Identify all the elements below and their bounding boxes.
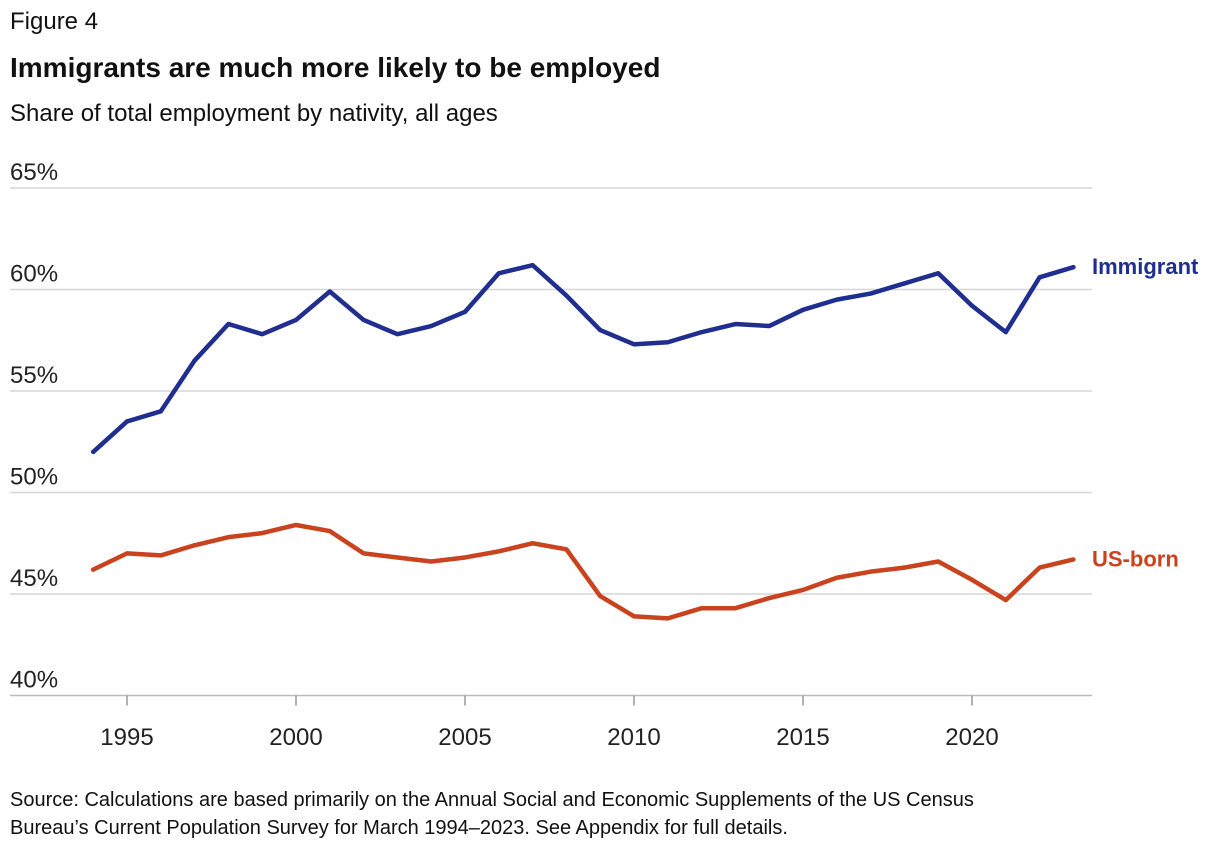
x-tick-label: 2000 <box>269 724 322 751</box>
data-point <box>1037 565 1042 570</box>
data-point <box>1071 265 1076 270</box>
data-point <box>226 322 231 327</box>
figure-label: Figure 4 <box>10 8 99 35</box>
data-point <box>665 340 670 345</box>
data-point <box>970 577 974 582</box>
data-point <box>327 289 332 294</box>
data-point <box>429 324 434 329</box>
y-tick-label: 55% <box>10 362 58 389</box>
series-label-immigrant: Immigrant <box>1092 254 1199 279</box>
line-chart: 40% 45% 50% 55% 60% 65% 1995 2000 2005 2010 2015 20… <box>10 159 1199 751</box>
x-tick-label: 2010 <box>607 724 660 751</box>
data-point <box>936 559 941 564</box>
data-point <box>91 567 96 572</box>
data-point <box>801 307 805 312</box>
data-point <box>1003 598 1008 603</box>
data-point <box>463 309 467 314</box>
data-point <box>598 594 603 599</box>
data-point <box>260 332 265 337</box>
data-point <box>429 559 434 564</box>
x-tick-label: 2020 <box>945 724 998 751</box>
data-point <box>361 317 366 322</box>
data-point <box>158 553 163 558</box>
y-tick-label: 45% <box>10 565 58 592</box>
data-point <box>125 551 129 556</box>
data-point <box>530 263 535 268</box>
data-point <box>226 535 231 540</box>
data-point <box>1003 330 1008 335</box>
x-tick-label: 2015 <box>776 724 829 751</box>
data-point <box>665 616 670 621</box>
y-tick-label: 60% <box>10 261 58 288</box>
data-point <box>564 293 569 298</box>
y-tick-label: 40% <box>10 667 58 694</box>
x-tick-label: 1995 <box>100 724 153 751</box>
data-point <box>868 291 873 296</box>
data-point <box>91 449 96 454</box>
series-line-us-born <box>90 522 1076 621</box>
data-point <box>936 271 941 276</box>
data-point <box>530 541 535 546</box>
data-point <box>294 317 298 322</box>
data-point <box>294 522 298 527</box>
data-point <box>158 409 163 414</box>
chart-subtitle: Share of total employment by nativity, a… <box>10 100 498 127</box>
data-point <box>496 271 501 276</box>
data-point <box>902 565 907 570</box>
data-point <box>1071 557 1076 562</box>
data-point <box>834 575 839 580</box>
data-point <box>767 596 772 601</box>
chart-title: Immigrants are much more likely to be em… <box>10 52 661 83</box>
x-tick-label: 2005 <box>438 724 491 751</box>
data-point <box>970 303 974 308</box>
y-tick-label: 50% <box>10 464 58 491</box>
data-point <box>632 614 636 619</box>
source-line-1: Source: Calculations are based primarily… <box>10 789 974 811</box>
source-note: Source: Calculations are based primarily… <box>10 786 974 842</box>
series-line-immigrant <box>90 262 1076 455</box>
data-point <box>463 555 467 560</box>
data-point <box>767 324 772 329</box>
data-point <box>699 606 704 611</box>
data-point <box>1037 275 1042 280</box>
source-line-2: Bureau’s Current Population Survey for M… <box>10 817 788 839</box>
data-point <box>192 543 197 548</box>
series-label-us-born: US-born <box>1092 546 1179 571</box>
data-point <box>902 281 907 286</box>
data-point <box>564 547 569 552</box>
data-point <box>192 358 197 363</box>
data-point <box>395 555 400 560</box>
data-point <box>801 587 805 592</box>
data-point <box>632 342 636 347</box>
data-point <box>260 531 265 536</box>
data-point <box>868 569 873 574</box>
data-point <box>125 419 129 424</box>
y-tick-label: 65% <box>10 159 58 186</box>
data-point <box>834 297 839 302</box>
data-point <box>361 551 366 556</box>
data-point <box>699 330 704 335</box>
data-point <box>598 328 603 333</box>
data-point <box>733 606 738 611</box>
data-point <box>327 529 332 534</box>
data-point <box>733 322 738 327</box>
data-point <box>496 549 501 554</box>
data-point <box>395 332 400 337</box>
